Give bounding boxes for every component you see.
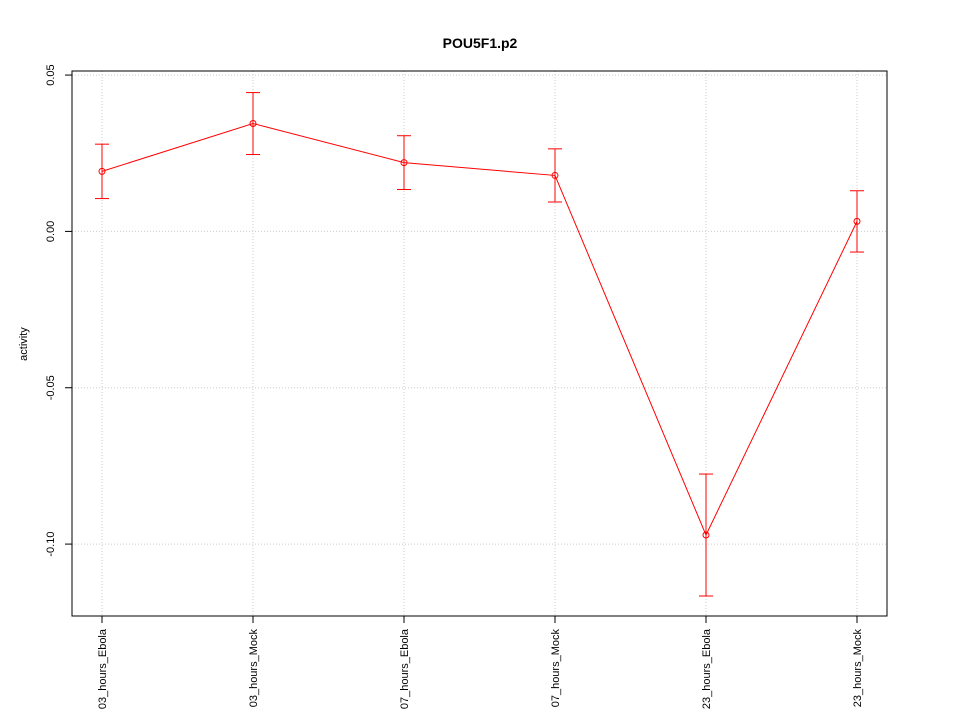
data-point <box>249 120 257 128</box>
y-axis-label: activity <box>18 327 30 361</box>
x-tick-label: 07_hours_Mock <box>550 629 562 708</box>
x-tick-label: 07_hours_Ebola <box>399 628 411 709</box>
x-tick-label: 23_hours_Mock <box>852 629 864 708</box>
data-point <box>702 531 710 539</box>
data-line <box>101 123 858 537</box>
y-tick-label: -0.10 <box>45 532 57 557</box>
y-tick-label: -0.05 <box>45 375 57 400</box>
chart-title: POU5F1.p2 <box>443 35 518 51</box>
data-point <box>551 171 559 179</box>
data-point <box>98 167 106 175</box>
plot-frame <box>71 70 888 617</box>
x-tick-label: 23_hours_Ebola <box>701 628 713 709</box>
x-tick-label: 03_hours_Ebola <box>97 628 109 709</box>
data-point <box>400 159 408 167</box>
data-point <box>853 217 861 225</box>
y-tick-label: 0.05 <box>45 64 57 85</box>
y-tick-label: 0.00 <box>45 221 57 242</box>
x-tick-label: 03_hours_Mock <box>248 629 260 708</box>
